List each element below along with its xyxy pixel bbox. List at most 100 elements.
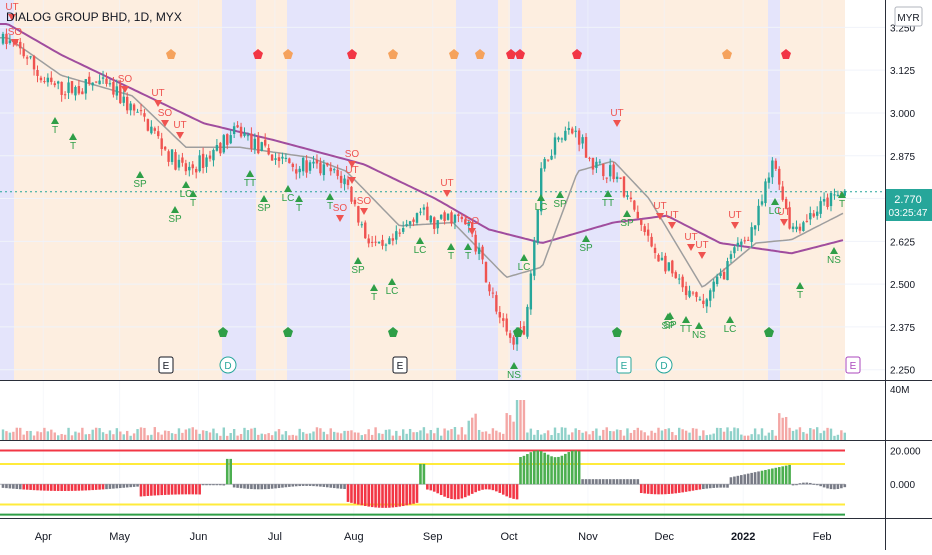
candle [19,37,22,55]
oscillator-bar [374,484,377,508]
candle [733,245,736,258]
volume-bar [32,435,36,440]
candle [757,199,760,232]
volume-bar [36,431,39,440]
candle [671,259,674,277]
candle-body [481,246,484,260]
candle [640,219,643,232]
signal-label: TT [602,198,614,209]
volume-bar [567,434,570,440]
sell-arrow [443,190,451,197]
moving-averages [0,23,844,288]
oscillator-bar [836,484,840,489]
currency-badge[interactable]: MYR [894,6,923,27]
candle-body [195,168,198,173]
pentagon-marker [449,49,459,59]
signal-label: SP [663,320,677,331]
candle-body [653,247,657,253]
oscillator-bar [243,484,246,489]
candle-body [577,130,581,145]
candle [126,92,129,114]
candle-body [450,212,453,224]
candle [529,270,533,315]
candle-body [132,104,136,111]
candle-body [626,195,629,197]
volume-bar [564,427,567,440]
candle [646,223,650,242]
volume-bar [602,429,605,440]
oscillator-bar [798,483,802,485]
candle [184,159,188,176]
volume-bar [157,432,160,440]
volume-bar [274,431,277,440]
oscillator-bar [843,484,847,488]
candle [602,163,605,181]
candle-body [101,77,105,79]
candle-body [19,41,22,49]
candle [1,31,5,46]
candle [212,148,215,167]
oscillator-bar [574,450,577,485]
candle [502,313,505,328]
volume-bars [1,400,846,440]
volume-bar [795,429,798,440]
candle-body [291,163,294,168]
oscillator-bar [526,454,529,485]
candle [77,80,81,96]
candle-body [519,327,522,329]
oscillator-bar [553,457,557,485]
oscillator-bar [615,479,619,485]
currency-label: MYR [897,13,919,24]
candle-body [767,177,771,183]
candle-body [295,169,298,174]
candle [436,220,439,234]
candle-body [374,241,377,243]
candle-body [201,153,205,168]
volume-bar [163,430,167,440]
candle-body [232,126,236,134]
candle-body [805,220,809,222]
volume-bar [405,433,408,440]
candle-body [384,244,388,246]
candle-body [781,186,784,200]
price-axis[interactable]: 3.2503.1253.0002.8752.7502.6252.5002.375… [890,23,921,491]
time-tick-label: Sep [423,531,443,543]
oscillator-bar [740,475,743,485]
signal-label: LC [180,189,193,200]
candle [357,205,360,226]
candle-body [674,272,677,279]
candle-body [167,151,170,162]
volume-bar [395,430,398,440]
volume-bar [329,428,332,440]
signal-label: UT [653,201,666,212]
sell-arrow [613,120,621,127]
oscillator-bar [546,454,550,485]
candle-body [364,222,367,239]
volume-bar [98,428,101,440]
candle [360,221,363,228]
candle [5,28,8,50]
oscillator-bar [657,484,660,495]
candle [419,207,422,216]
oscillator-bar [277,484,281,489]
volume-bar [136,429,139,440]
candle-body [288,158,291,164]
candle-body [646,229,650,236]
candle [453,213,457,230]
candle-body [809,212,812,220]
candle [660,252,664,261]
candle-body [612,164,615,180]
candle [29,55,32,60]
volume-bar [239,433,243,440]
candle-body [688,290,691,297]
oscillator-bar [29,484,32,490]
time-axis[interactable]: Apr May Jun Jul Aug Sep Oct Nov Dec 2022 Feb [35,531,832,543]
candle [571,126,574,135]
candle-body [412,219,415,222]
oscillator-bar [498,484,502,493]
candle [560,137,564,143]
candle [429,215,432,225]
candle-body [571,128,574,134]
candle [512,335,515,350]
buy-arrow [582,235,590,242]
